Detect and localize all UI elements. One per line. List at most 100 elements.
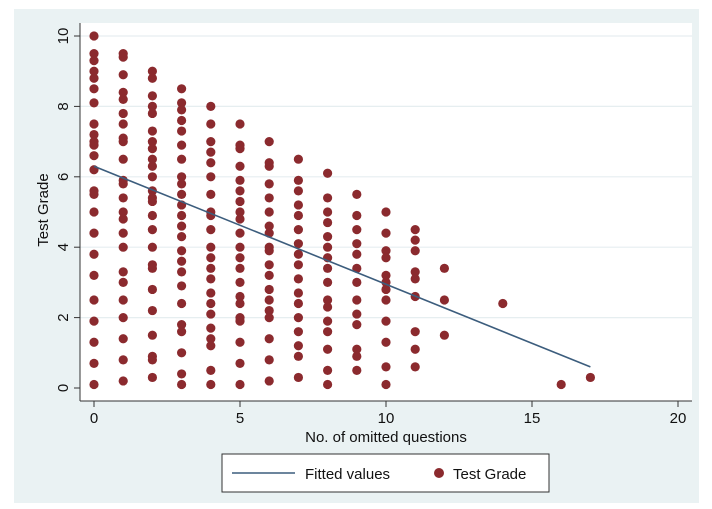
- data-point: [498, 298, 508, 309]
- data-point: [352, 295, 362, 305]
- data-point: [381, 207, 391, 217]
- data-point: [410, 267, 420, 277]
- data-point: [89, 295, 99, 305]
- data-point: [118, 179, 128, 189]
- data-point: [323, 242, 333, 252]
- data-point: [293, 186, 303, 196]
- data-point: [89, 49, 99, 59]
- data-point: [147, 154, 157, 164]
- data-point: [118, 207, 128, 217]
- data-point: [352, 344, 362, 354]
- data-point: [264, 313, 274, 323]
- data-point: [235, 144, 245, 154]
- data-point: [235, 228, 245, 238]
- data-point: [118, 228, 128, 238]
- data-point: [89, 98, 99, 108]
- data-point: [293, 260, 303, 270]
- data-point: [206, 341, 216, 351]
- data-point: [177, 232, 187, 242]
- data-point: [147, 225, 157, 235]
- data-point: [235, 186, 245, 196]
- data-point: [118, 355, 128, 365]
- data-point: [89, 337, 99, 347]
- data-point: [293, 351, 303, 361]
- data-point: [147, 372, 157, 383]
- data-point: [556, 379, 566, 390]
- data-point: [177, 369, 187, 379]
- legend: Fitted values Test Grade: [221, 453, 550, 493]
- data-point: [323, 263, 333, 273]
- data-point: [177, 320, 187, 330]
- scatter-chart: 0 5 10 15 20 0 2 4 6 8 10 No. of omitted questions…: [35, 23, 692, 493]
- data-points: [89, 31, 596, 390]
- data-point: [118, 277, 128, 287]
- data-point: [206, 323, 216, 333]
- x-tick-label: 5: [236, 410, 244, 427]
- data-point: [323, 295, 333, 305]
- data-point: [323, 316, 333, 326]
- data-point: [89, 129, 99, 140]
- data-point: [89, 84, 99, 94]
- data-point: [352, 189, 362, 199]
- data-point: [323, 344, 333, 354]
- data-point: [177, 267, 187, 277]
- data-point: [381, 337, 391, 347]
- data-point: [439, 295, 449, 305]
- data-point: [410, 327, 420, 337]
- data-point: [89, 379, 99, 390]
- legend-label-fitted-values: Fitted values: [305, 466, 390, 483]
- data-point: [177, 210, 187, 221]
- data-point: [177, 98, 187, 108]
- legend-dot-symbol: [434, 468, 444, 478]
- data-point: [118, 214, 128, 224]
- data-point: [264, 207, 274, 217]
- data-point: [264, 376, 274, 386]
- data-point: [352, 365, 362, 375]
- data-point: [206, 147, 216, 157]
- data-point: [293, 239, 303, 249]
- data-point: [293, 298, 303, 309]
- data-point: [118, 70, 128, 80]
- data-point: [235, 207, 245, 217]
- data-point: [235, 298, 245, 309]
- data-point: [177, 298, 187, 309]
- data-point: [206, 334, 216, 344]
- data-point: [147, 284, 157, 295]
- data-point: [118, 295, 128, 305]
- data-point: [264, 260, 274, 270]
- data-point: [323, 207, 333, 217]
- data-point: [206, 379, 216, 390]
- data-point: [147, 210, 157, 221]
- data-point: [89, 66, 99, 76]
- data-point: [89, 207, 99, 217]
- data-point: [264, 355, 274, 365]
- data-point: [381, 228, 391, 238]
- data-point: [118, 334, 128, 344]
- data-point: [206, 365, 216, 375]
- data-point: [89, 270, 99, 280]
- data-point: [177, 126, 187, 136]
- data-point: [118, 313, 128, 323]
- data-point: [323, 168, 333, 178]
- data-point: [206, 137, 216, 147]
- data-point: [147, 242, 157, 252]
- data-point: [206, 298, 216, 309]
- data-point: [118, 108, 128, 119]
- data-point: [177, 154, 187, 164]
- fit-line-layer: [93, 165, 591, 368]
- data-point: [206, 309, 216, 319]
- data-point: [206, 253, 216, 263]
- axes: 0 5 10 15 20 0 2 4 6 8 10: [55, 23, 692, 427]
- data-point: [439, 330, 449, 340]
- data-point: [235, 119, 245, 129]
- data-point: [177, 84, 187, 94]
- data-point: [264, 295, 274, 305]
- data-point: [381, 253, 391, 263]
- data-point: [118, 94, 128, 104]
- data-point: [352, 277, 362, 287]
- data-point: [381, 316, 391, 326]
- data-point: [410, 274, 420, 284]
- x-tick-label: 0: [90, 410, 98, 427]
- data-point: [323, 232, 333, 242]
- x-axis-title: No. of omitted questions: [305, 429, 467, 446]
